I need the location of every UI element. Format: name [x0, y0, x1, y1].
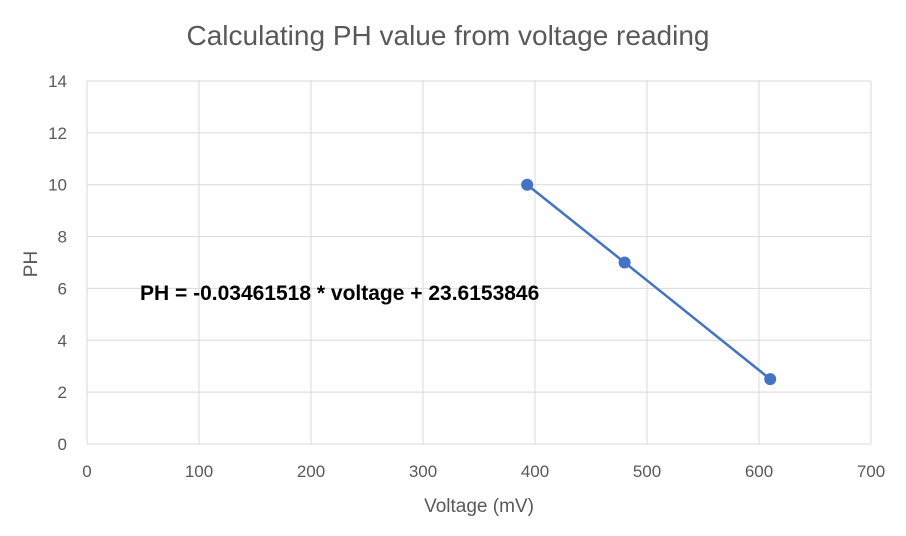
x-tick-label: 200	[297, 462, 325, 481]
y-tick-label: 8	[58, 228, 67, 247]
series-line	[526, 183, 771, 381]
series	[521, 178, 777, 386]
y-axis-label: PH	[21, 251, 42, 277]
data-point	[764, 373, 777, 386]
y-tick-label: 10	[48, 176, 67, 195]
y-tick-label: 12	[48, 124, 67, 143]
x-tick-label: 0	[82, 462, 91, 481]
chart-title: Calculating PH value from voltage readin…	[187, 20, 710, 51]
data-point	[618, 256, 631, 269]
x-tick-label: 300	[409, 462, 437, 481]
axes: 0 2 4 6 8 10 12 14 0 100 200 300 400 500 600 700	[48, 72, 885, 481]
y-tick-label: 0	[58, 435, 67, 454]
x-axis-label: Voltage (mV)	[424, 496, 534, 517]
x-tick-label: 500	[633, 462, 661, 481]
x-tick-label: 400	[521, 462, 549, 481]
x-tick-label: 700	[857, 462, 885, 481]
y-tick-label: 14	[48, 72, 67, 91]
regression-equation: PH = -0.03461518 * voltage + 23.6153846	[140, 282, 539, 305]
x-tick-label: 100	[185, 462, 213, 481]
x-tick-label: 600	[745, 462, 773, 481]
y-tick-label: 2	[58, 383, 67, 402]
y-tick-label: 4	[58, 331, 67, 350]
data-point	[521, 178, 534, 191]
grid	[86, 80, 872, 445]
y-tick-label: 6	[58, 279, 67, 298]
